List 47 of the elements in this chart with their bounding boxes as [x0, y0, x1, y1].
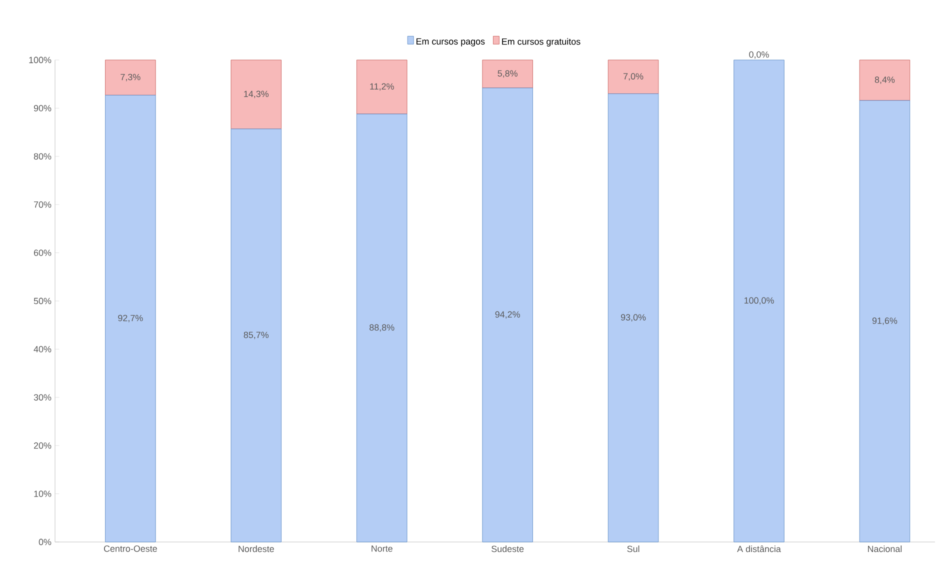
data-label: 92,7% — [118, 314, 143, 322]
data-label: 7,3% — [120, 74, 140, 82]
x-tick-label: A distância — [737, 546, 781, 552]
bar — [105, 60, 156, 96]
x-tick-label: Norte — [372, 546, 392, 552]
y-tick-label: 0% — [38, 538, 52, 546]
y-tick-label: 90% — [34, 105, 52, 112]
legend-label: Em cursos gratuitos — [502, 38, 580, 47]
x-tick-label: Nordeste — [238, 546, 274, 552]
bar — [356, 114, 408, 542]
x-tick-label: Sudeste — [492, 546, 524, 552]
x-tick-label: Sul — [627, 546, 640, 552]
legend-label: Em cursos pagos — [416, 38, 485, 46]
y-tick-label: 10% — [34, 490, 52, 497]
data-label: 14,3% — [244, 90, 269, 98]
bar — [356, 60, 408, 114]
data-label: 94,2% — [495, 311, 520, 319]
data-label: 7,0% — [624, 73, 644, 81]
data-label: 0,0% — [749, 51, 769, 59]
y-tick-label: 80% — [34, 153, 52, 160]
y-tick-label: 50% — [34, 298, 52, 304]
data-label: 85,7% — [244, 332, 269, 340]
x-tick-label: Nacional — [868, 546, 902, 552]
bar — [734, 60, 784, 542]
y-tick-label: 70% — [34, 201, 52, 208]
data-label: 11,2% — [370, 83, 394, 91]
y-tick-label: 20% — [34, 442, 52, 449]
bar — [230, 60, 282, 130]
bar — [859, 60, 910, 101]
data-label: 88,8% — [370, 324, 394, 332]
y-tick-label: 100% — [29, 56, 52, 64]
bar — [482, 88, 533, 542]
y-tick-label: 60% — [34, 250, 52, 256]
bar — [230, 128, 282, 542]
y-tick-label: 40% — [34, 346, 52, 352]
bar — [105, 94, 156, 542]
data-label: 8,4% — [874, 76, 895, 84]
bar — [608, 60, 659, 94]
bar — [608, 94, 659, 542]
data-label: 91,6% — [872, 318, 898, 325]
x-tick-label: Centro-Oeste — [104, 546, 157, 552]
y-tick-label: 30% — [34, 394, 52, 401]
bar — [482, 60, 533, 88]
data-label: 5,8% — [498, 70, 518, 78]
data-label: 100,0% — [744, 297, 774, 305]
bar — [859, 100, 910, 542]
data-label: 93,0% — [621, 314, 646, 322]
